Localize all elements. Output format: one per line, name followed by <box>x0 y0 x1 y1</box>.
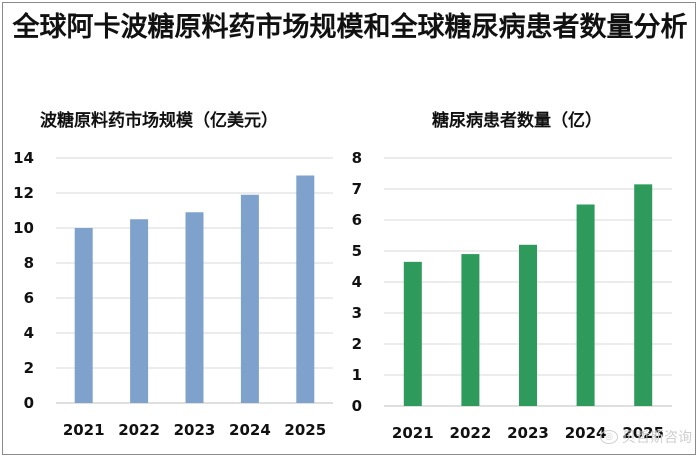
xtick-label-market-2023: 2023 <box>174 421 216 439</box>
xtick-label-market-2024: 2024 <box>229 421 271 439</box>
ytick-label-patients-4: 4 <box>352 273 362 291</box>
ytick-label-market-5: 10 <box>13 219 34 237</box>
chart-title-patients: 糖尿病患者数量（亿） <box>432 111 602 131</box>
ytick-label-market-0: 0 <box>24 394 34 412</box>
ytick-label-market-4: 8 <box>24 254 34 272</box>
bar-patients-2021 <box>403 261 422 406</box>
ytick-label-patients-5: 5 <box>352 242 362 260</box>
xtick-label-patients-2023: 2023 <box>507 424 549 442</box>
xtick-label-market-2025: 2025 <box>284 421 326 439</box>
bar-patients-2024 <box>576 204 595 406</box>
xtick-label-patients-2025: 2025 <box>622 424 664 442</box>
xtick-label-market-2022: 2022 <box>118 421 160 439</box>
ytick-label-patients-8: 8 <box>352 149 362 167</box>
watermark: ◎ 贝哲斯咨询 <box>600 427 692 447</box>
chart-title-market-size: 波糖原料药市场规模（亿美元） <box>40 111 278 131</box>
ytick-label-patients-0: 0 <box>352 397 362 415</box>
bar-market-2023 <box>185 212 204 403</box>
ytick-label-patients-2: 2 <box>352 335 362 353</box>
weibo-icon: ◎ <box>600 430 618 444</box>
page-title-text: 全球阿卡波糖原料药市场规模和全球糖尿病患者数量分析 <box>12 12 688 43</box>
bar-market-2025 <box>296 175 315 403</box>
ytick-label-market-6: 12 <box>13 184 34 202</box>
ytick-label-market-2: 4 <box>24 324 34 342</box>
ytick-label-patients-6: 6 <box>352 211 362 229</box>
xtick-label-patients-2022: 2022 <box>450 424 492 442</box>
bar-patients-2025 <box>634 184 653 406</box>
watermark-text: 贝哲斯咨询 <box>622 430 692 446</box>
page-title: 全球阿卡波糖原料药市场规模和全球糖尿病患者数量分析 <box>0 8 700 48</box>
xtick-label-patients-2024: 2024 <box>565 424 607 442</box>
bar-patients-2023 <box>519 244 537 406</box>
ytick-label-patients-1: 1 <box>352 366 362 384</box>
image-frame <box>2 2 696 455</box>
ytick-label-patients-7: 7 <box>352 180 362 198</box>
xtick-label-market-2021: 2021 <box>63 421 105 439</box>
ytick-label-patients-3: 3 <box>352 304 362 322</box>
ytick-label-market-1: 2 <box>24 359 34 377</box>
ytick-label-market-7: 14 <box>13 149 34 167</box>
bar-market-2021 <box>74 228 93 403</box>
bar-patients-2022 <box>461 254 480 406</box>
bar-market-2024 <box>240 194 259 403</box>
xtick-label-patients-2021: 2021 <box>392 424 434 442</box>
bar-market-2022 <box>130 219 149 403</box>
ytick-label-market-3: 6 <box>24 289 34 307</box>
